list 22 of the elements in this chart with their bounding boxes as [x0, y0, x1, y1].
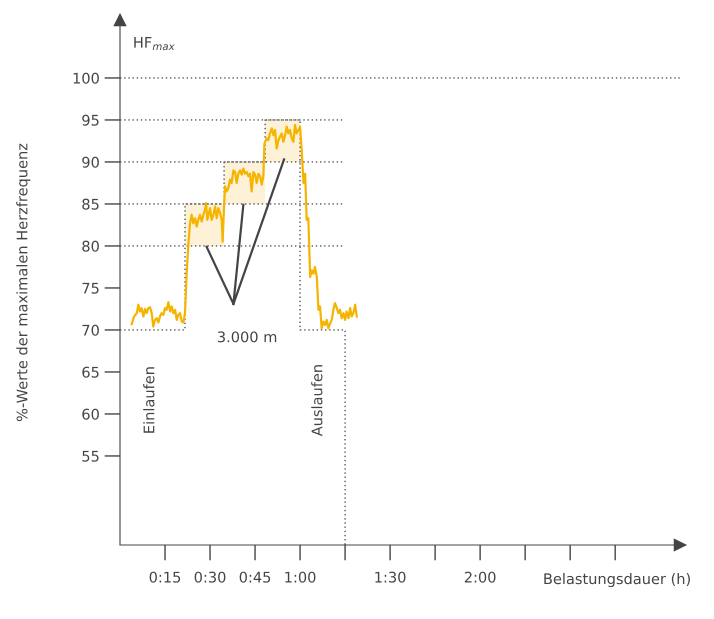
y-tick-label: 70 [82, 324, 99, 336]
y-tick-label: 80 [82, 240, 99, 252]
y-tick-label: 90 [82, 156, 99, 168]
annotation: 3.000 m [218, 331, 276, 342]
x-tick-label: 0:30 [194, 572, 226, 583]
y-tick-label: 75 [82, 282, 99, 294]
y-axis-title: %-Werte der maximalen Herzfrequenz [16, 144, 30, 422]
annotation: Einlaufen [143, 367, 154, 433]
x-tick-label: 2:00 [464, 572, 496, 583]
y-tick-label: 85 [82, 198, 99, 210]
y-tick-label: 65 [82, 366, 99, 378]
x-tick-label: 0:45 [240, 572, 270, 583]
y-tick-label: 60 [82, 408, 99, 420]
x-tick-label: 0:15 [150, 572, 180, 583]
x-tick-label: 1:00 [285, 572, 316, 583]
x-axis-title: Belastungsdauer (h) [544, 572, 690, 588]
annotation: Auslaufen [311, 365, 322, 436]
annotation: HF$_{max}$ [134, 37, 175, 50]
y-tick-label: 95 [82, 114, 99, 126]
y-tick-label: 55 [82, 450, 99, 462]
x-tick-label: 1:30 [375, 572, 406, 583]
y-tick-label: 100 [74, 72, 99, 84]
